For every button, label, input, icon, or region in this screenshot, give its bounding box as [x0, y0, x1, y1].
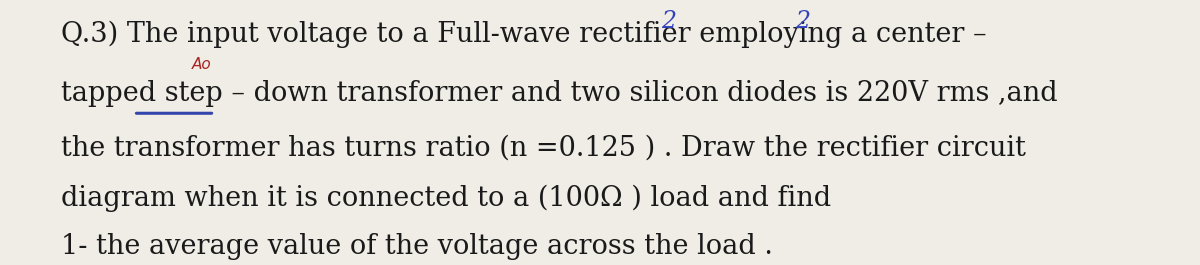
Text: diagram when it is connected to a (100Ω ) load and find: diagram when it is connected to a (100Ω … — [61, 185, 832, 212]
Text: Q.3) The input voltage to a Full-wave rectifier employing a center –: Q.3) The input voltage to a Full-wave re… — [61, 21, 988, 48]
Text: 2: 2 — [661, 10, 676, 33]
Text: 1- the average value of the voltage across the load .: 1- the average value of the voltage acro… — [61, 233, 773, 260]
Text: tapped step – down transformer and two silicon diodes is 220V rms ,and: tapped step – down transformer and two s… — [61, 80, 1058, 107]
Text: 2: 2 — [796, 10, 810, 33]
Text: the transformer has turns ratio (n =0.125 ) . Draw the rectifier circuit: the transformer has turns ratio (n =0.12… — [61, 135, 1026, 162]
Text: Ao: Ao — [192, 57, 211, 72]
